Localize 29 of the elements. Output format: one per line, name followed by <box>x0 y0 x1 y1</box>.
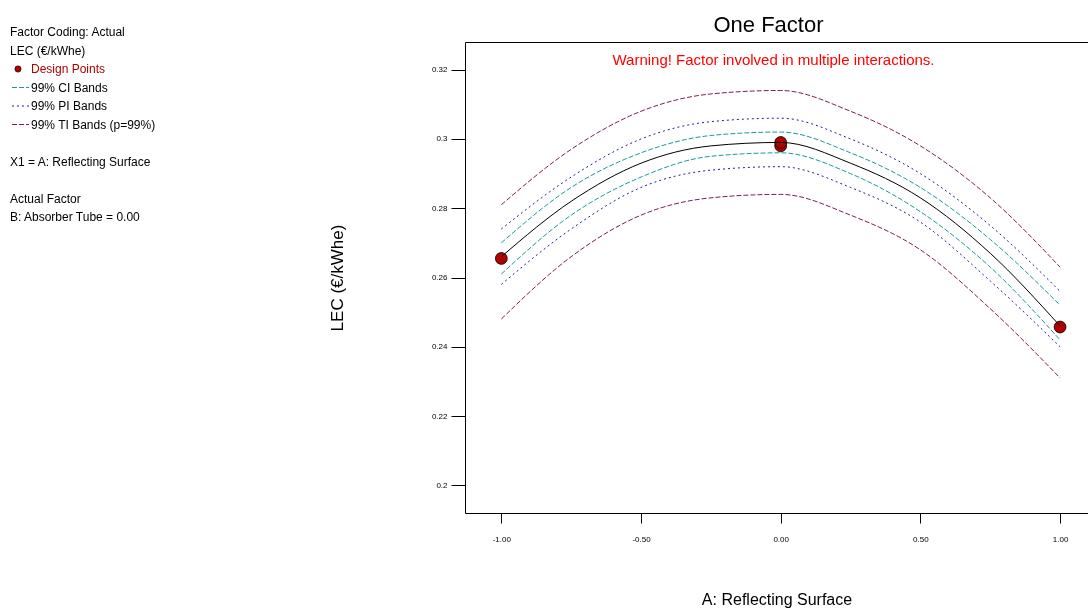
x-axis-title: A: Reflecting Surface <box>701 590 853 608</box>
text: X1 = A: Reflecting Surface <box>10 154 151 169</box>
x-tick-label: -1.00 <box>492 534 512 544</box>
legend-label: 99% PI Bands <box>31 99 108 113</box>
legend-title: LEC (€/kWhe) <box>10 43 86 58</box>
line-series <box>500 193 1061 379</box>
point <box>1053 320 1067 334</box>
text: B: Absorber Tube = 0.00 <box>10 210 141 224</box>
chart-title: One Factor <box>713 12 824 37</box>
y-tick-label: 0.32 <box>431 65 449 75</box>
x-tick-label: 0.00 <box>773 534 790 544</box>
point <box>495 252 508 265</box>
text: Actual Factor <box>10 191 81 206</box>
x-tick-label: 0.50 <box>913 534 930 544</box>
x-tick-label: 1.00 <box>1052 534 1069 544</box>
legend-label: 99% CI Bands <box>31 80 108 95</box>
y-tick-label: 0.3 <box>436 134 449 144</box>
y-tick-label: 0.2 <box>436 480 449 490</box>
legend-label: Design Points <box>31 62 106 76</box>
y-tick-label: 0.22 <box>431 411 449 421</box>
line-series <box>500 89 1061 268</box>
y-tick-label: 0.24 <box>431 342 449 352</box>
legend-label: 99% TI Bands (p=99%) <box>31 117 156 132</box>
x-tick-label: -0.50 <box>632 534 652 544</box>
y-tick-label: 0.28 <box>431 203 449 213</box>
text: Factor Coding: Actual <box>10 25 125 39</box>
y-tick-label: 0.26 <box>431 273 449 282</box>
y-axis-title: LEC (€/kWhe) <box>327 224 347 332</box>
annotation: Warning! Factor involved in multiple interactions. <box>612 51 935 68</box>
